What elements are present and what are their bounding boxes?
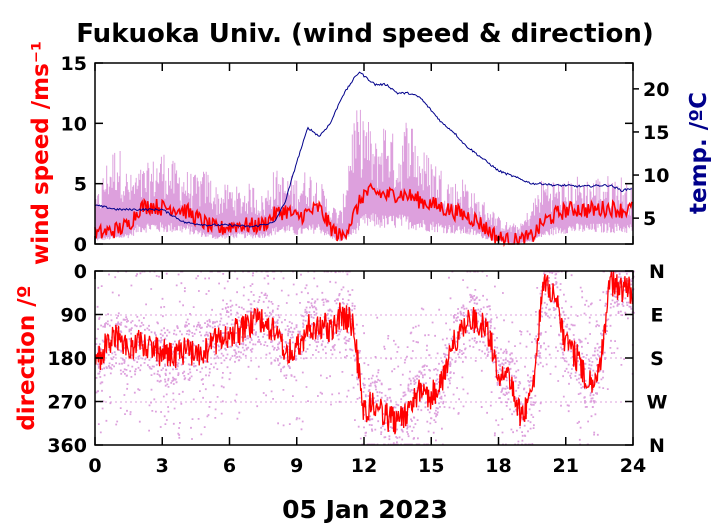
- temperature-line: [94, 71, 632, 228]
- wind-direction-line: [94, 270, 633, 435]
- compass-label: E: [651, 305, 664, 327]
- temp-tick-label: 20: [643, 79, 669, 101]
- hour-tick-label: 6: [223, 455, 236, 477]
- hour-tick-label: 15: [418, 455, 444, 477]
- direction-tick-label: 270: [47, 392, 87, 414]
- compass-label: N: [649, 435, 665, 457]
- direction-tick-label: 0: [74, 261, 87, 283]
- date-label: 05 Jan 2023: [282, 495, 448, 524]
- gust-series: [94, 109, 634, 244]
- compass-label: N: [649, 261, 665, 283]
- direction-tick-label: 360: [47, 435, 87, 457]
- temp-tick-label: 5: [643, 208, 656, 230]
- wind-speed-series: [94, 182, 633, 248]
- direction-axis-label: direction /º: [14, 285, 40, 430]
- speed-tick-label: 5: [74, 174, 87, 196]
- hour-tick-label: 3: [156, 455, 169, 477]
- temp-tick-label: 10: [643, 165, 669, 187]
- compass-label: S: [650, 348, 664, 370]
- speed-tick-label: 10: [61, 113, 87, 135]
- direction-tick-label: 180: [47, 348, 87, 370]
- temp-tick-label: 15: [643, 122, 669, 144]
- gust-bars: [94, 109, 634, 244]
- direction-tick-label: 90: [61, 305, 87, 327]
- temperature-series: [94, 71, 632, 228]
- hour-tick-label: 9: [290, 455, 303, 477]
- speed-tick-label: 15: [61, 53, 87, 75]
- wind-direction-series: [94, 270, 633, 435]
- wind-speed-axis-label: wind speed /ms⁻¹: [28, 41, 54, 265]
- hour-tick-label: 12: [351, 455, 377, 477]
- compass-label: W: [647, 392, 668, 414]
- hour-tick-label: 0: [88, 455, 101, 477]
- wind-speed-line: [94, 182, 633, 248]
- speed-tick-label: 0: [74, 234, 87, 256]
- hour-tick-label: 18: [485, 455, 511, 477]
- chart-title: Fukuoka Univ. (wind speed & direction): [76, 19, 654, 49]
- wind-speed-panel: 0 5 10 15 5 10 15 20 wind speed /ms⁻¹ temp. /º…: [28, 41, 712, 265]
- hour-tick-label: 24: [620, 455, 646, 477]
- hour-tick-label: 21: [553, 455, 579, 477]
- temperature-axis-label: temp. /ºC: [686, 92, 712, 214]
